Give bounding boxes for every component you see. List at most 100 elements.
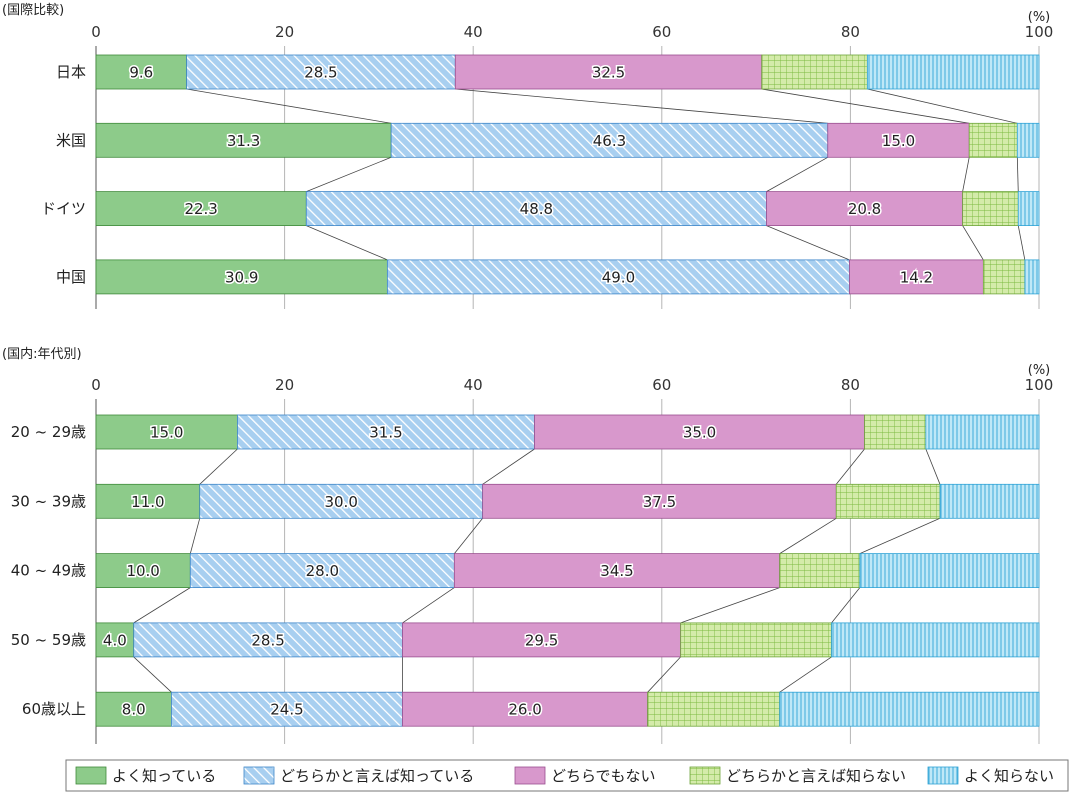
data-label: 15.0 xyxy=(882,132,915,150)
data-label: 35.0 xyxy=(683,424,716,442)
connector-line xyxy=(925,448,941,485)
bar-notknow xyxy=(1016,122,1040,158)
connector-line xyxy=(867,88,1018,124)
category-label: 日本 xyxy=(56,63,86,81)
connector-line xyxy=(199,448,238,485)
x-tick-label: 40 xyxy=(464,23,483,41)
bar-neither xyxy=(402,622,682,658)
x-tick-label: 60 xyxy=(652,23,671,41)
x-tick-label: 0 xyxy=(91,376,101,394)
connector-line xyxy=(680,587,780,624)
data-label: 28.5 xyxy=(304,64,337,82)
bar-somewhat xyxy=(386,259,850,295)
category-label: 中国 xyxy=(56,268,86,286)
legend-swatch-good xyxy=(75,766,107,785)
bar-somewhat_not xyxy=(779,553,861,588)
legend-swatch-notknow xyxy=(927,766,959,785)
bar-somewhat xyxy=(133,622,403,658)
international-comparison-chart: (国際比較) (%) 0 20 40 60 80 100 日本 9.6 28.5 32.5 米国 31.3… xyxy=(2,3,1053,309)
legend-swatch-somewhat_not xyxy=(689,766,721,785)
connector-line xyxy=(859,517,941,554)
bar-somewhat xyxy=(186,54,456,90)
data-label: 24.5 xyxy=(270,701,303,719)
data-label: 30.0 xyxy=(324,493,357,511)
data-label: 22.3 xyxy=(184,200,217,218)
connector-line xyxy=(189,518,201,554)
data-label: 37.5 xyxy=(643,493,676,511)
bar-somewhat_not xyxy=(680,622,832,658)
x-tick-label: 80 xyxy=(841,23,860,41)
legend-label: どちらでもない xyxy=(551,767,656,785)
data-label: 31.5 xyxy=(369,424,402,442)
connector-line xyxy=(766,156,828,192)
legend-label: よく知っている xyxy=(112,767,216,785)
category-label: 米国 xyxy=(56,131,86,149)
data-label: 15.0 xyxy=(150,424,183,442)
legend-swatch-neither xyxy=(514,766,546,785)
bar-somewhat xyxy=(237,414,535,450)
bar-notknow xyxy=(859,553,1040,588)
bar-good xyxy=(95,414,238,450)
legend-label: どちらかと言えば知らない xyxy=(726,767,906,785)
data-label: 8.0 xyxy=(122,701,146,719)
data-label: 28.0 xyxy=(306,562,339,580)
connector-line xyxy=(133,656,172,693)
bar-good xyxy=(95,122,392,158)
bar-somewhat_not xyxy=(962,191,1019,227)
data-label: 32.5 xyxy=(592,64,625,82)
connector-line xyxy=(455,88,828,124)
connector-line xyxy=(835,448,865,485)
legend-label: よく知らない xyxy=(964,767,1054,785)
connector-line xyxy=(962,225,984,261)
category-label: 40 ~ 49歳 xyxy=(11,562,86,580)
x-tick-label: 20 xyxy=(275,376,294,394)
bar-somewhat_not xyxy=(982,259,1026,295)
x-tick-label: 40 xyxy=(464,376,483,394)
bar-notknow xyxy=(925,414,1040,450)
x-tick-label: 100 xyxy=(1025,23,1054,41)
connector-line xyxy=(186,88,392,124)
data-label: 26.0 xyxy=(508,701,541,719)
connector-line xyxy=(831,587,861,624)
chart-title: (国際比較) xyxy=(2,3,64,18)
bar-somewhat_not xyxy=(864,414,927,450)
chart-title: (国内:年代別) xyxy=(2,346,82,362)
connector-line xyxy=(482,448,535,485)
bar-good xyxy=(95,191,307,227)
legend-label: どちらかと言えば知っている xyxy=(280,767,474,785)
data-label: 34.5 xyxy=(600,562,633,580)
bar-good xyxy=(95,259,388,295)
bar-notknow xyxy=(779,691,1040,727)
bar-somewhat_not xyxy=(647,691,781,727)
data-label: 31.3 xyxy=(227,132,260,150)
bar-somewhat_not xyxy=(835,483,941,519)
data-label: 4.0 xyxy=(103,631,127,649)
bar-neither xyxy=(454,54,763,90)
bar-neither xyxy=(827,122,970,158)
category-label: 30 ~ 39歳 xyxy=(11,492,86,510)
connector-line xyxy=(962,157,970,192)
unit-label: (%) xyxy=(1028,10,1051,25)
bar-neither xyxy=(453,553,781,588)
connector-line xyxy=(1016,157,1019,192)
bar-good xyxy=(95,691,172,727)
connector-line xyxy=(779,656,832,693)
bar-somewhat xyxy=(199,483,484,519)
bar-good xyxy=(95,553,191,588)
category-label: 20 ~ 29歳 xyxy=(11,423,86,441)
connector-line xyxy=(306,225,388,261)
data-label: 10.0 xyxy=(126,562,159,580)
data-label: 46.3 xyxy=(593,132,626,150)
bar-neither xyxy=(402,691,649,727)
x-tick-label: 80 xyxy=(841,376,860,394)
bar-somewhat_not xyxy=(761,54,868,90)
x-tick-label: 100 xyxy=(1025,376,1054,394)
data-label: 30.9 xyxy=(225,268,258,286)
category-label: 60歳以上 xyxy=(22,700,86,718)
connector-line xyxy=(454,518,483,554)
data-label: 9.6 xyxy=(129,64,153,82)
legend: よく知っている どちらかと言えば知っている どちらでもない どちらかと言えば知らない よ… xyxy=(65,759,1069,792)
data-label: 48.8 xyxy=(520,200,553,218)
domestic-by-age-chart: (国内:年代別) (%) 0 20 40 60 80 100 20 ~ 29歳 15.0 31.5 3… xyxy=(2,346,1053,744)
